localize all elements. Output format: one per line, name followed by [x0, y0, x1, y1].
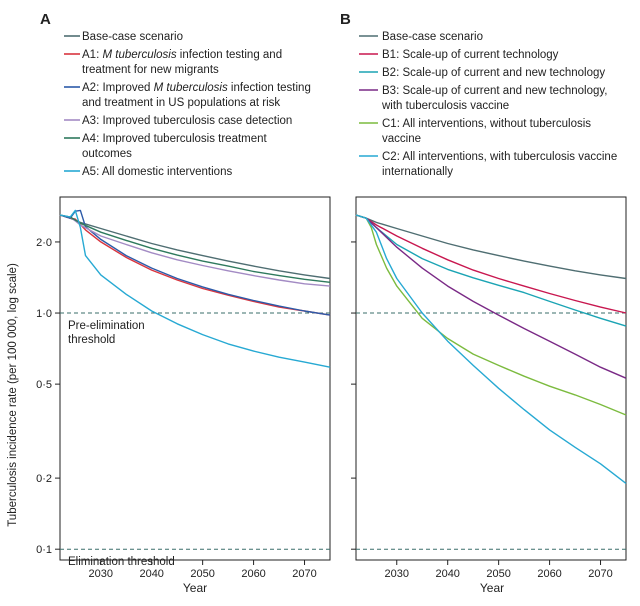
- x-tick-label-a-1: 2040: [139, 568, 163, 580]
- legend-label-b-4-1: vaccine: [382, 133, 421, 145]
- legend-label-b-1-0: B1: Scale-up of current technology: [382, 49, 559, 61]
- series-line-b-4: [355, 214, 627, 416]
- series-line-a-0: [59, 214, 331, 280]
- y-tick-label-a-1: 0·2: [36, 473, 52, 485]
- legend-label-a-4-0: A4: Improved tuberculosis treatment: [82, 133, 268, 145]
- threshold-label-a-0-0: Pre-elimination: [68, 320, 145, 332]
- series-line-b-5: [355, 214, 627, 484]
- series-line-a-2: [59, 209, 331, 316]
- y-axis-label: Tuberculosis incidence rate (per 100 000…: [7, 263, 19, 527]
- legend-label-a-1-0: A1: M tuberculosis infection testing and: [82, 49, 282, 61]
- series-line-b-0: [355, 214, 627, 280]
- y-tick-label-a-0: 0·1: [36, 544, 52, 556]
- panel-a: A Pre-elimination threshold Elimination thr…: [36, 11, 331, 580]
- series-line-a-1: [59, 214, 331, 316]
- x-tick-label-b-2: 2050: [486, 568, 510, 580]
- x-tick-label-a-4: 2070: [292, 568, 316, 580]
- panel-b: B 2030 2040 2050 2060 2070 Base-case scenario B…: [340, 11, 627, 580]
- x-tick-label-a-3: 2060: [241, 568, 265, 580]
- legend-label-a-3-0: A3: Improved tuberculosis case detection: [82, 115, 292, 127]
- legend-label-b-5-0: C2: All interventions, with tuberculosis…: [382, 151, 617, 163]
- legend-label-b-2-0: B2: Scale-up of current and new technolo…: [382, 67, 605, 79]
- series-line-a-3: [59, 214, 331, 287]
- x-tick-label-b-0: 2030: [385, 568, 409, 580]
- series-line-b-2: [355, 214, 627, 327]
- y-tick-label-a-4: 2·0: [36, 237, 52, 249]
- x-tick-label-a-0: 2030: [89, 568, 113, 580]
- legend-label-b-4-0: C1: All interventions, without tuberculo…: [382, 118, 591, 130]
- legend-label-b-0-0: Base-case scenario: [382, 31, 483, 43]
- plot-frame-a: [59, 196, 331, 561]
- series-line-b-1: [355, 214, 627, 314]
- threshold-label-a-0-1: threshold: [68, 334, 115, 346]
- x-tick-label-b-4: 2070: [588, 568, 612, 580]
- legend-label-a-5-0: A5: All domestic interventions: [82, 166, 232, 178]
- panel-label-a: A: [40, 11, 51, 28]
- x-tick-label-a-2: 2050: [190, 568, 214, 580]
- legend-label-a-2-1: and treatment in US populations at risk: [82, 97, 280, 109]
- legend-label-a-0-0: Base-case scenario: [82, 31, 183, 43]
- x-axis-label-b: Year: [480, 581, 504, 595]
- x-tick-label-b-3: 2060: [537, 568, 561, 580]
- y-tick-label-a-3: 1·0: [36, 308, 52, 320]
- legend-label-a-1-1: treatment for new migrants: [82, 64, 219, 76]
- x-axis-label-a: Year: [183, 581, 207, 595]
- panel-label-b: B: [340, 11, 351, 28]
- series-line-a-4: [59, 214, 331, 283]
- legend-label-a-2-0: A2: Improved M tuberculosis infection te…: [82, 82, 311, 94]
- series-line-b-3: [355, 214, 627, 379]
- legend-label-a-4-1: outcomes: [82, 148, 132, 160]
- x-tick-label-b-1: 2040: [435, 568, 459, 580]
- legend-label-b-5-1: internationally: [382, 166, 453, 178]
- legend-label-b-3-0: B3: Scale-up of current and new technolo…: [382, 85, 607, 97]
- y-tick-label-a-2: 0·5: [36, 379, 52, 391]
- threshold-label-a-1-0: Elimination threshold: [68, 556, 175, 568]
- series-line-a-5: [59, 209, 331, 368]
- legend-label-b-3-1: with tuberculosis vaccine: [381, 100, 509, 112]
- plot-frame-b: [355, 196, 627, 561]
